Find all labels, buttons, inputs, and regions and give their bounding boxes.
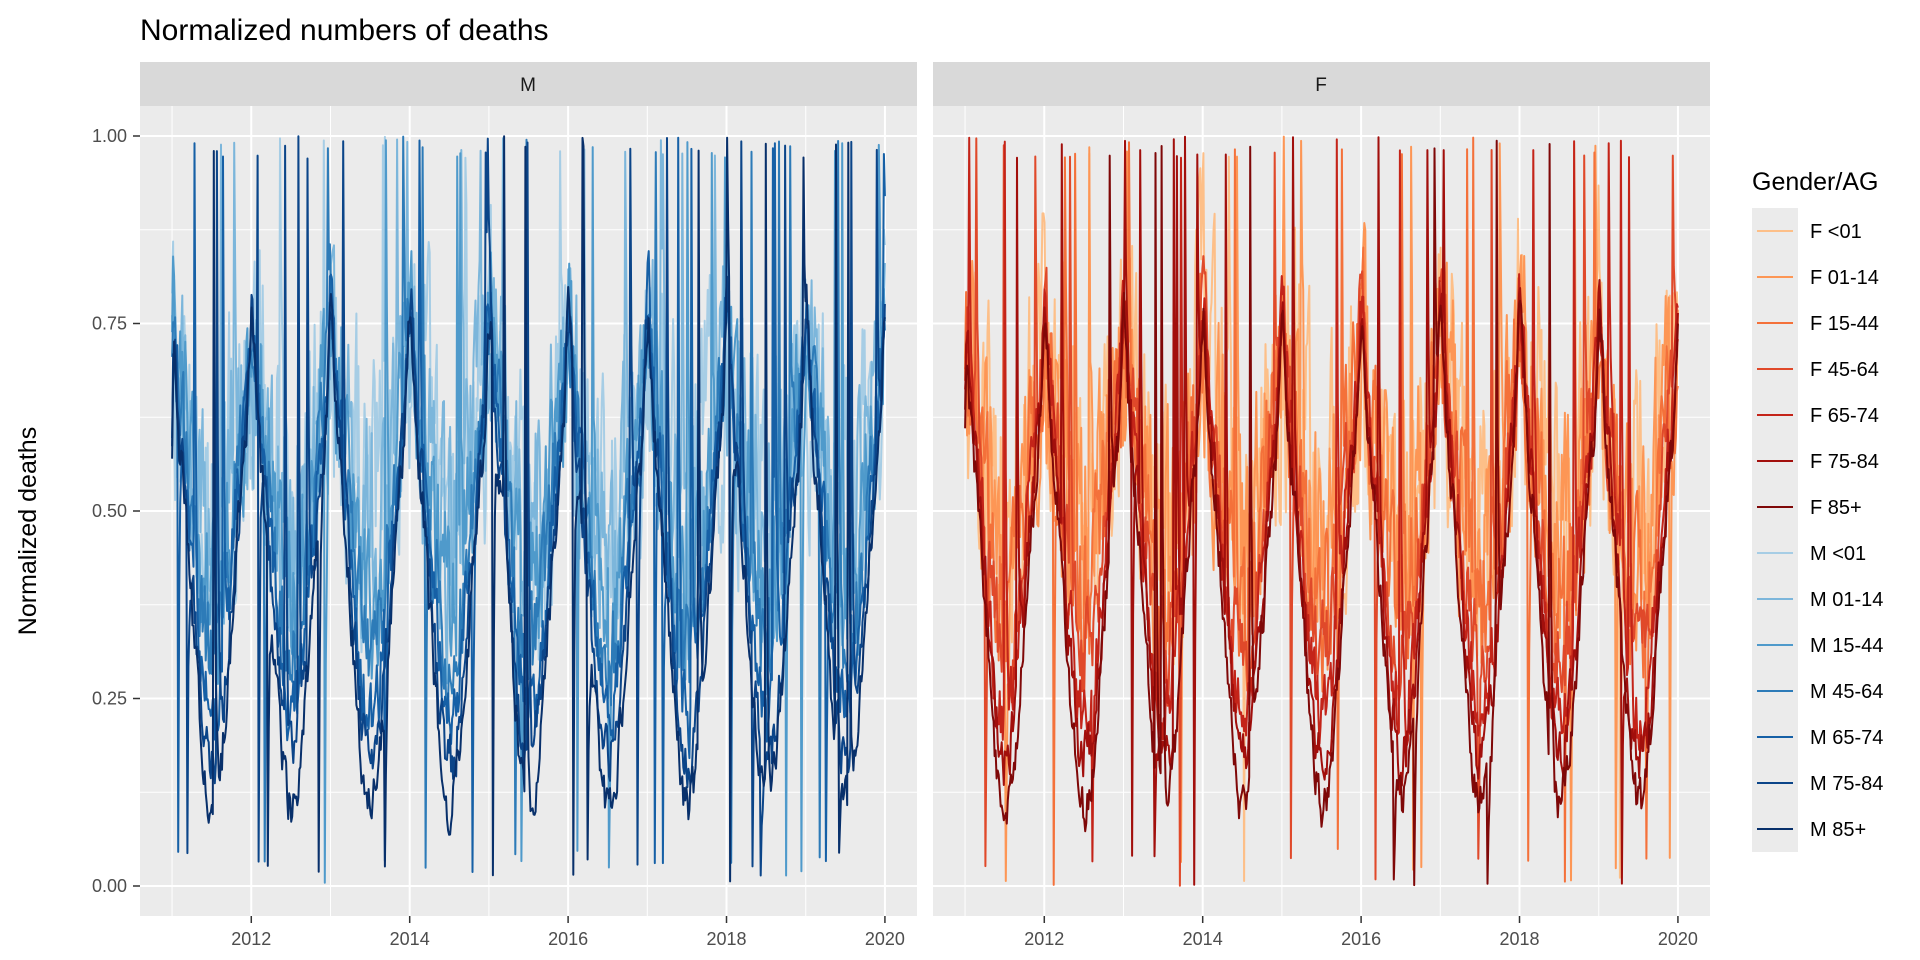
chart-title: Normalized numbers of deaths: [140, 14, 549, 47]
y-tick-label: 0.00: [92, 876, 127, 896]
x-tick-label: 2018: [706, 929, 746, 949]
series-line-f-65-74: [964, 136, 1679, 863]
x-tick-label: 2016: [548, 929, 588, 949]
legend-entry-label: M 01-14: [1810, 589, 1883, 611]
y-tick-label: 0.75: [92, 314, 127, 334]
axes: 0.00 0.25 0.50 0.75 1.00 2012 2014 2016 2018 2020…: [92, 126, 1698, 949]
series-line-m-75-84: [171, 135, 886, 877]
x-tick-label: 2014: [390, 929, 430, 949]
facet-strip-label-f: F: [1315, 75, 1327, 96]
x-tick-label: 2020: [865, 929, 905, 949]
y-tick-label: 1.00: [92, 126, 127, 146]
legend-entry-label: M 45-64: [1810, 681, 1883, 703]
legend-entry-label: M 15-44: [1810, 635, 1883, 657]
series-line-f-85: [964, 139, 1679, 887]
legend-entry-label: F 75-84: [1810, 451, 1879, 473]
series-line-f-75-84: [964, 135, 1679, 886]
legend-key-background: [1752, 208, 1798, 852]
facet-panel-m: M: [140, 62, 917, 916]
legend-entry-label: F 01-14: [1810, 267, 1879, 289]
series-line-f-45-64: [964, 137, 1679, 887]
legend-entry-label: M 65-74: [1810, 727, 1883, 749]
x-tick-label: 2012: [1024, 929, 1064, 949]
legend: F <01 F 01-14 F 15-44 F 45-64 F 65-74 F 75-84…: [1752, 208, 1883, 852]
legend-entry-label: F 15-44: [1810, 313, 1879, 335]
legend-entry-label: F 85+: [1810, 497, 1862, 519]
legend-title: Gender/AG: [1752, 168, 1878, 196]
series-group-f: [964, 135, 1679, 887]
series-group-m: [171, 135, 886, 884]
facet-strip-f: [933, 62, 1710, 106]
legend-entry-label: M 85+: [1810, 819, 1866, 841]
facet-strip-label-m: M: [520, 75, 536, 96]
legend-entry-label: M 75-84: [1810, 773, 1883, 795]
legend-entry-label: F <01: [1810, 221, 1862, 243]
x-tick-label: 2018: [1499, 929, 1539, 949]
facet-panel-f: F: [933, 62, 1710, 916]
facet-strip-m: [140, 62, 917, 106]
x-tick-label: 2014: [1183, 929, 1223, 949]
y-tick-label: 0.25: [92, 689, 127, 709]
x-tick-label: 2020: [1658, 929, 1698, 949]
series-line-m-85: [171, 135, 886, 883]
x-tick-label: 2012: [231, 929, 271, 949]
legend-entry-label: M <01: [1810, 543, 1866, 565]
legend-entry-label: F 45-64: [1810, 359, 1879, 381]
y-axis-title: Normalized deaths: [14, 427, 42, 635]
legend-entry-label: F 65-74: [1810, 405, 1879, 427]
y-tick-label: 0.50: [92, 501, 127, 521]
x-tick-label: 2016: [1341, 929, 1381, 949]
series-line-f-15-44: [964, 136, 1679, 886]
